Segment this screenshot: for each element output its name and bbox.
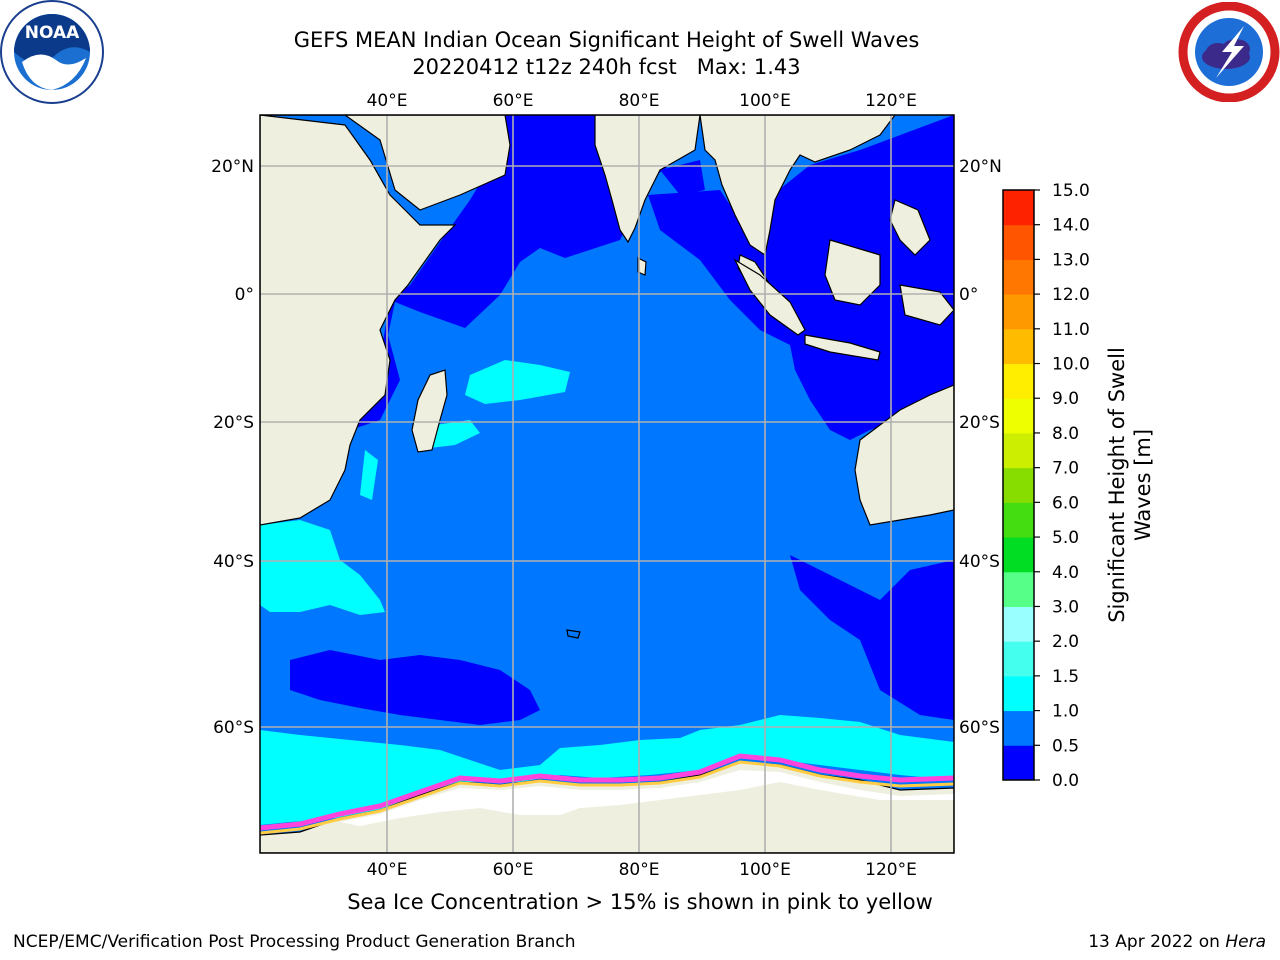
lon-tick-bottom-4: 120°E xyxy=(865,860,917,880)
colorbar-bin-14 xyxy=(1003,259,1034,295)
colorbar-tick-9: 7.0 xyxy=(1052,459,1079,479)
lat-tick-labels-left: 20°N 0° 20°S 40°S 60°S xyxy=(211,157,254,738)
colorbar-label-line2: Waves [m] xyxy=(1131,429,1155,541)
colorbar-tick-16: 14.0 xyxy=(1052,216,1090,236)
colorbar-tick-2: 1.0 xyxy=(1052,702,1079,722)
lon-tick-top-0: 40°E xyxy=(367,91,408,111)
colorbar-frame xyxy=(1002,189,1035,781)
lon-tick-bottom-1: 60°E xyxy=(493,860,534,880)
colorbar-tick-11: 9.0 xyxy=(1052,389,1079,409)
footer-host: Hera xyxy=(1225,932,1266,952)
lat-tick-right-0: 20°N xyxy=(959,157,1002,177)
colorbar-bin-16 xyxy=(1003,190,1034,226)
lon-tick-top-3: 100°E xyxy=(739,91,791,111)
swell-field-1-0-1-5 xyxy=(260,360,954,825)
lon-tick-bottom-0: 40°E xyxy=(367,860,408,880)
lat-tick-left-1: 0° xyxy=(235,285,254,305)
colorbar-bin-10 xyxy=(1003,398,1034,434)
lat-tick-right-4: 60°S xyxy=(959,718,1000,738)
colorbar-bin-3 xyxy=(1003,641,1034,677)
colorbar-bin-5 xyxy=(1003,571,1034,607)
footer-date: 13 Apr 2022 on Hera xyxy=(1088,932,1266,952)
colorbar-tick-3: 1.5 xyxy=(1052,667,1079,687)
colorbar-tick-1: 0.5 xyxy=(1052,736,1079,756)
colorbar-tick-17: 15.0 xyxy=(1052,181,1090,201)
sea-ice-caption-text: Sea Ice Concentration > 15% is shown in … xyxy=(347,890,933,914)
colorbar-bin-6 xyxy=(1003,537,1034,573)
sea-ice-caption: Sea Ice Concentration > 15% is shown in … xyxy=(0,890,1280,914)
colorbar-tick-0: 0.0 xyxy=(1052,771,1079,791)
chart-subtitle: 20220412 t12z 240h fcst Max: 1.43 xyxy=(412,55,801,79)
colorbar-tick-6: 4.0 xyxy=(1052,563,1079,583)
colorbar-tick-13: 11.0 xyxy=(1052,320,1090,340)
colorbar-bin-12 xyxy=(1003,328,1034,365)
colorbar-tick-15: 13.0 xyxy=(1052,250,1090,270)
lat-tick-right-2: 20°S xyxy=(959,413,1000,433)
colorbar-bin-1 xyxy=(1003,710,1034,746)
sea-ice-edge-yellow xyxy=(260,760,954,835)
colorbar-tick-5: 3.0 xyxy=(1052,597,1079,617)
map-area xyxy=(260,115,954,853)
colorbar-tick-4: 2.0 xyxy=(1052,632,1079,652)
colorbar-bin-11 xyxy=(1003,363,1034,399)
lon-tick-top-2: 80°E xyxy=(619,91,660,111)
colorbar-bin-13 xyxy=(1003,294,1034,330)
noaa-logo-text: NOAA xyxy=(25,23,80,43)
lat-tick-right-3: 40°S xyxy=(959,552,1000,572)
lon-tick-labels-bottom: 40°E 60°E 80°E 100°E 120°E xyxy=(367,860,917,880)
lon-tick-top-1: 60°E xyxy=(493,91,534,111)
colorbar-tick-7: 5.0 xyxy=(1052,528,1079,548)
colorbar-label-line1: Significant Height of Swell xyxy=(1105,347,1129,623)
lat-tick-left-2: 20°S xyxy=(213,413,254,433)
lon-tick-bottom-2: 80°E xyxy=(619,860,660,880)
lat-tick-left-4: 60°S xyxy=(213,718,254,738)
footer-date-text: 13 Apr 2022 on xyxy=(1088,932,1226,952)
colorbar-tick-labels: 0.0 0.5 1.0 1.5 2.0 3.0 4.0 5.0 6.0 7.0 8.0 9.0 10.0… xyxy=(1034,181,1090,791)
lat-tick-labels-right: 20°N 0° 20°S 40°S 60°S xyxy=(959,157,1002,738)
colorbar-tick-12: 10.0 xyxy=(1052,355,1090,375)
lon-tick-bottom-3: 100°E xyxy=(739,860,791,880)
lon-tick-labels-top: 40°E 60°E 80°E 100°E 120°E xyxy=(367,91,917,111)
colorbar-bin-9 xyxy=(1003,432,1034,469)
lat-tick-left-3: 40°S xyxy=(213,552,254,572)
colorbar-bin-2 xyxy=(1003,675,1034,712)
lat-tick-right-1: 0° xyxy=(959,285,978,305)
colorbar-bin-7 xyxy=(1003,502,1034,538)
kerguelen-island xyxy=(566,629,581,639)
colorbar-tick-8: 6.0 xyxy=(1052,493,1079,513)
colorbar xyxy=(1002,189,1035,781)
colorbar-bin-4 xyxy=(1003,606,1034,642)
footer-credit: NCEP/EMC/Verification Post Processing Pr… xyxy=(13,932,576,952)
chart-title: GEFS MEAN Indian Ocean Significant Heigh… xyxy=(293,28,920,52)
lon-tick-top-4: 120°E xyxy=(865,91,917,111)
nws-logo-icon xyxy=(1178,2,1280,102)
noaa-logo-icon: NOAA xyxy=(0,0,104,104)
sea-ice-area xyxy=(340,770,954,826)
colorbar-bin-0 xyxy=(1003,745,1034,781)
colorbar-tick-14: 12.0 xyxy=(1052,285,1090,305)
sea-ice-edge-pink xyxy=(260,753,954,831)
colorbar-tick-10: 8.0 xyxy=(1052,424,1079,444)
colorbar-bin-8 xyxy=(1003,467,1034,503)
lat-tick-left-0: 20°N xyxy=(211,157,254,177)
map-gridlines xyxy=(260,115,954,853)
map-frame xyxy=(259,114,955,854)
colorbar-bin-15 xyxy=(1003,224,1034,260)
